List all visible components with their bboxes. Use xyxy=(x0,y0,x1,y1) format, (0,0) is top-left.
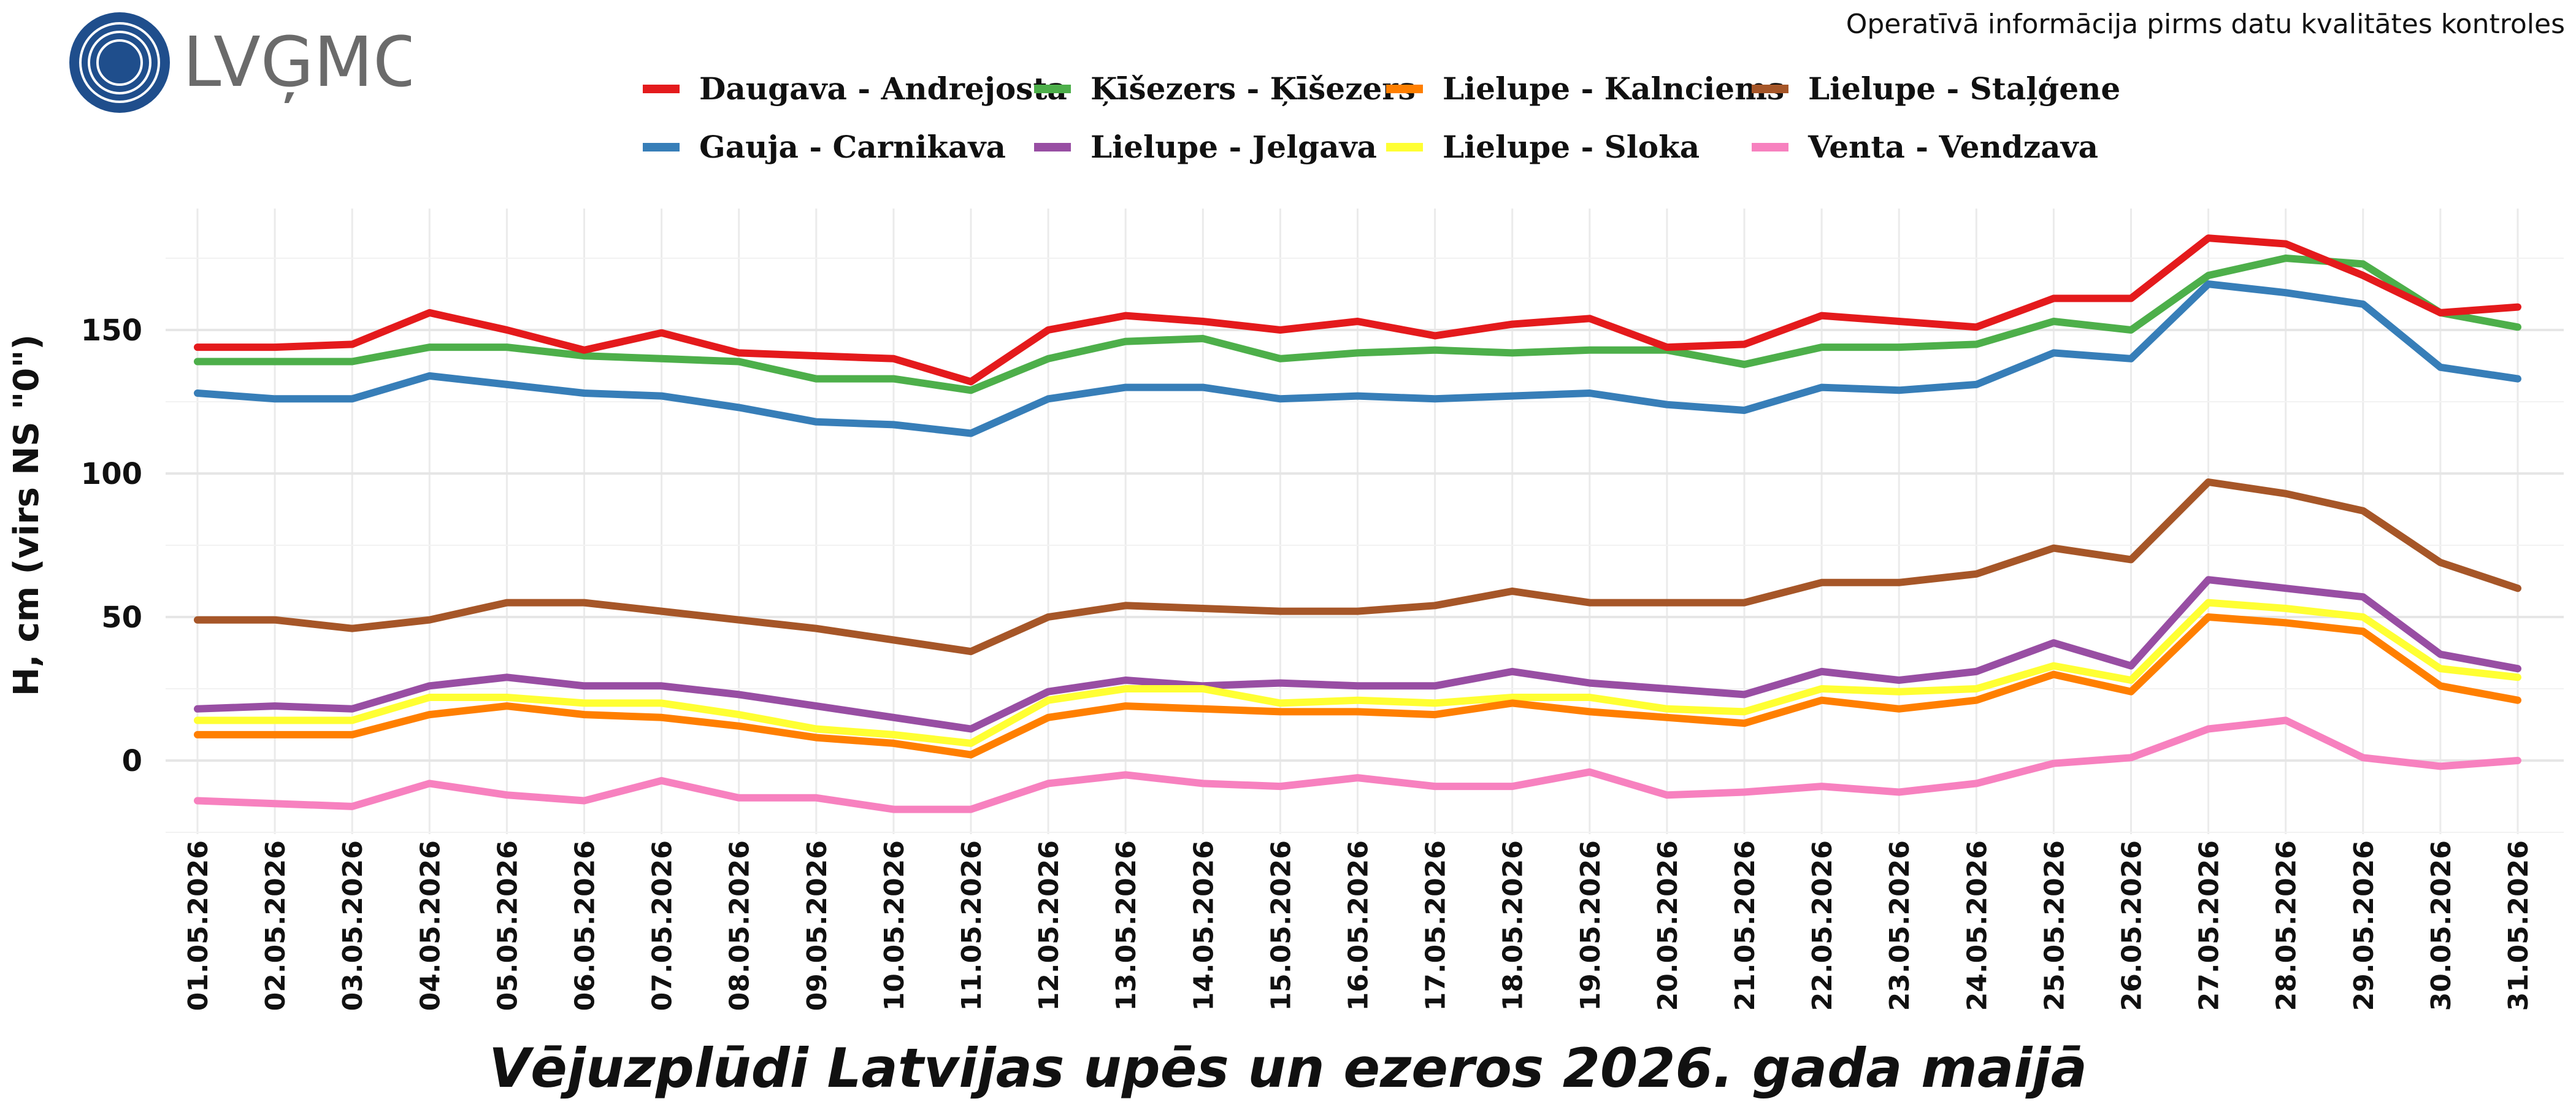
series-line--ezers-ezers xyxy=(194,255,2521,394)
series-line-lielupe-sloka xyxy=(194,599,2521,747)
x-tick-label: 06.05.2026 xyxy=(570,840,601,1011)
chart-title: Vējuzplūdi Latvijas upēs un ezeros 2026.… xyxy=(489,1037,2087,1100)
x-tick-label: 30.05.2026 xyxy=(2426,840,2457,1011)
x-tick-label: 22.05.2026 xyxy=(1807,840,1838,1011)
x-tick-label: 27.05.2026 xyxy=(2194,840,2225,1011)
series-line-gauja-carnikava xyxy=(194,280,2521,437)
y-tick-label: 100 xyxy=(81,457,142,491)
y-axis: 0 50 100 150 xyxy=(81,313,142,778)
x-tick-label: 04.05.2026 xyxy=(415,840,446,1011)
x-tick-label: 18.05.2026 xyxy=(1498,840,1529,1011)
x-tick-label: 28.05.2026 xyxy=(2271,840,2302,1011)
y-tick-label: 50 xyxy=(101,600,142,635)
series-line-lielupe-kalnciems xyxy=(194,613,2521,759)
x-tick-label: 01.05.2026 xyxy=(183,840,214,1011)
x-tick-label: 20.05.2026 xyxy=(1652,840,1684,1011)
series-line-venta-vendzava xyxy=(194,716,2521,813)
x-axis: 01.05.2026 02.05.2026 03.05.2026 04.05.2026… xyxy=(183,840,2534,1011)
y-tick-label: 0 xyxy=(122,744,142,778)
y-tick-label: 150 xyxy=(81,313,142,348)
x-tick-label: 03.05.2026 xyxy=(337,840,369,1011)
legend-label: Lielupe - Kalnciems xyxy=(1443,71,1784,107)
data-quality-notice: Operatīvā informācija pirms datu kvalitā… xyxy=(1846,9,2565,40)
x-tick-label: 08.05.2026 xyxy=(724,840,756,1011)
x-tick-label: 02.05.2026 xyxy=(260,840,291,1011)
x-tick-label: 05.05.2026 xyxy=(492,840,523,1011)
x-tick-label: 09.05.2026 xyxy=(802,840,833,1011)
lvgmc-logo: LVĢMC xyxy=(69,12,411,113)
x-tick-label: 31.05.2026 xyxy=(2503,840,2534,1011)
x-tick-label: 13.05.2026 xyxy=(1111,840,1142,1011)
x-tick-label: 15.05.2026 xyxy=(1265,840,1297,1011)
chart-legend: Daugava - Andrejosta Ķīšezers - Ķīšezers L… xyxy=(643,71,2120,165)
x-tick-label: 26.05.2026 xyxy=(2117,840,2148,1011)
legend-label: Venta - Vendzava xyxy=(1807,129,2098,165)
x-tick-label: 17.05.2026 xyxy=(1420,840,1452,1011)
x-tick-label: 24.05.2026 xyxy=(1961,840,1993,1011)
x-tick-label: 29.05.2026 xyxy=(2348,840,2380,1011)
legend-label: Ķīšezers - Ķīšezers xyxy=(1091,71,1416,107)
x-tick-label: 21.05.2026 xyxy=(1730,840,1761,1011)
series-line-lielupe-jelgava xyxy=(194,576,2521,733)
y-axis-label: H, cm (virs NS "0") xyxy=(7,334,47,696)
series-line-daugava-andrejosta xyxy=(194,234,2521,386)
chart-series xyxy=(194,234,2521,813)
legend-label: Daugava - Andrejosta xyxy=(699,71,1067,107)
logo-text: LVĢMC xyxy=(183,23,411,103)
legend-label: Lielupe - Jelgava xyxy=(1091,129,1377,165)
x-tick-label: 11.05.2026 xyxy=(956,840,987,1011)
chart-grid xyxy=(166,209,2564,834)
x-tick-label: 19.05.2026 xyxy=(1575,840,1606,1011)
x-tick-label: 14.05.2026 xyxy=(1188,840,1219,1011)
x-tick-label: 12.05.2026 xyxy=(1033,840,1065,1011)
x-tick-label: 23.05.2026 xyxy=(1884,840,1915,1011)
legend-label: Lielupe - Sloka xyxy=(1443,129,1700,165)
x-tick-label: 07.05.2026 xyxy=(647,840,678,1011)
x-tick-label: 16.05.2026 xyxy=(1343,840,1374,1011)
legend-label: Lielupe - Staļģene xyxy=(1808,71,2120,107)
legend-label: Gauja - Carnikava xyxy=(699,129,1006,165)
x-tick-label: 10.05.2026 xyxy=(879,840,910,1011)
logo-circle-icon xyxy=(69,12,170,113)
x-tick-label: 25.05.2026 xyxy=(2039,840,2070,1011)
series-line-lielupe-sta-ene xyxy=(194,478,2521,656)
